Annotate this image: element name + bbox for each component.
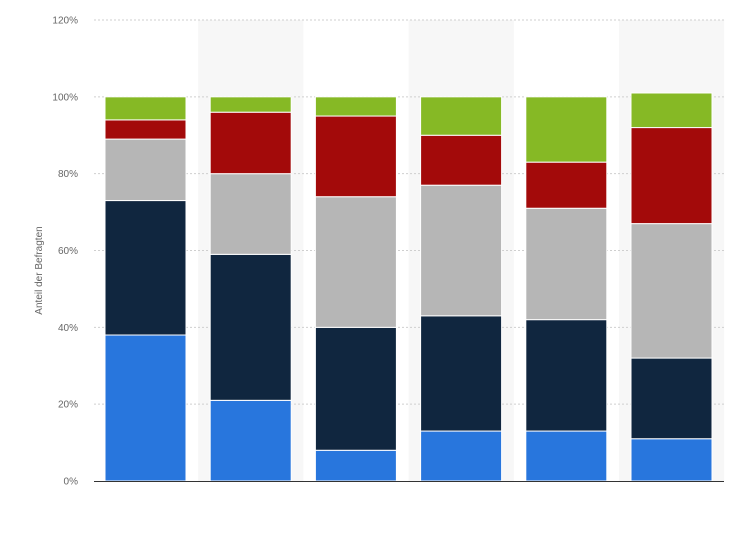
- bar-segment: [104, 96, 187, 121]
- bar-segment: [104, 138, 187, 202]
- bar-segment: [525, 96, 608, 163]
- bar-stack: [420, 96, 503, 482]
- gridlines: [94, 19, 724, 405]
- y-tick-label: 100%: [52, 92, 78, 103]
- bar-segment: [104, 200, 187, 336]
- y-tick-labels: 0% 20% 40% 60% 80% 100% 120%: [52, 16, 78, 488]
- bar-segment: [420, 430, 503, 482]
- bar-segment: [420, 134, 503, 186]
- y-tick-label: 20%: [58, 400, 78, 411]
- bar-segment: [630, 438, 713, 482]
- bar-segment: [420, 315, 503, 432]
- bar-segment: [314, 115, 397, 198]
- bar-segment: [525, 319, 608, 432]
- bar-segment: [420, 96, 503, 136]
- bar-stack: [314, 96, 397, 482]
- y-tick-label: 0%: [64, 477, 79, 488]
- bar-segment: [209, 96, 292, 113]
- bar-segment: [314, 196, 397, 328]
- bar-segment: [209, 399, 292, 482]
- bar-segment: [314, 326, 397, 451]
- bar-segment: [630, 223, 713, 359]
- bar-stack: [209, 96, 292, 482]
- y-axis-title: Anteil der Befragten: [34, 226, 45, 314]
- bar-segment: [314, 449, 397, 482]
- bar-segment: [525, 161, 608, 209]
- bar-segment: [104, 119, 187, 140]
- bar-stack: [525, 96, 608, 482]
- bar-segment: [630, 357, 713, 440]
- bar-segment: [209, 173, 292, 255]
- bar-segment: [630, 127, 713, 225]
- y-tick-label: 60%: [58, 246, 78, 257]
- bar-stack: [104, 96, 187, 482]
- bar-segment: [104, 334, 187, 482]
- bar-stacks: [104, 92, 713, 482]
- bar-segment: [209, 253, 292, 401]
- y-tick-label: 80%: [58, 169, 78, 180]
- bar-segment: [630, 92, 713, 129]
- bar-segment: [525, 430, 608, 482]
- bar-segment: [314, 96, 397, 117]
- bar-segment: [209, 111, 292, 175]
- bar-segment: [420, 184, 503, 317]
- bar-stack: [630, 92, 713, 482]
- y-tick-label: 40%: [58, 323, 78, 334]
- bar-segment: [525, 207, 608, 321]
- y-tick-label: 120%: [52, 16, 78, 27]
